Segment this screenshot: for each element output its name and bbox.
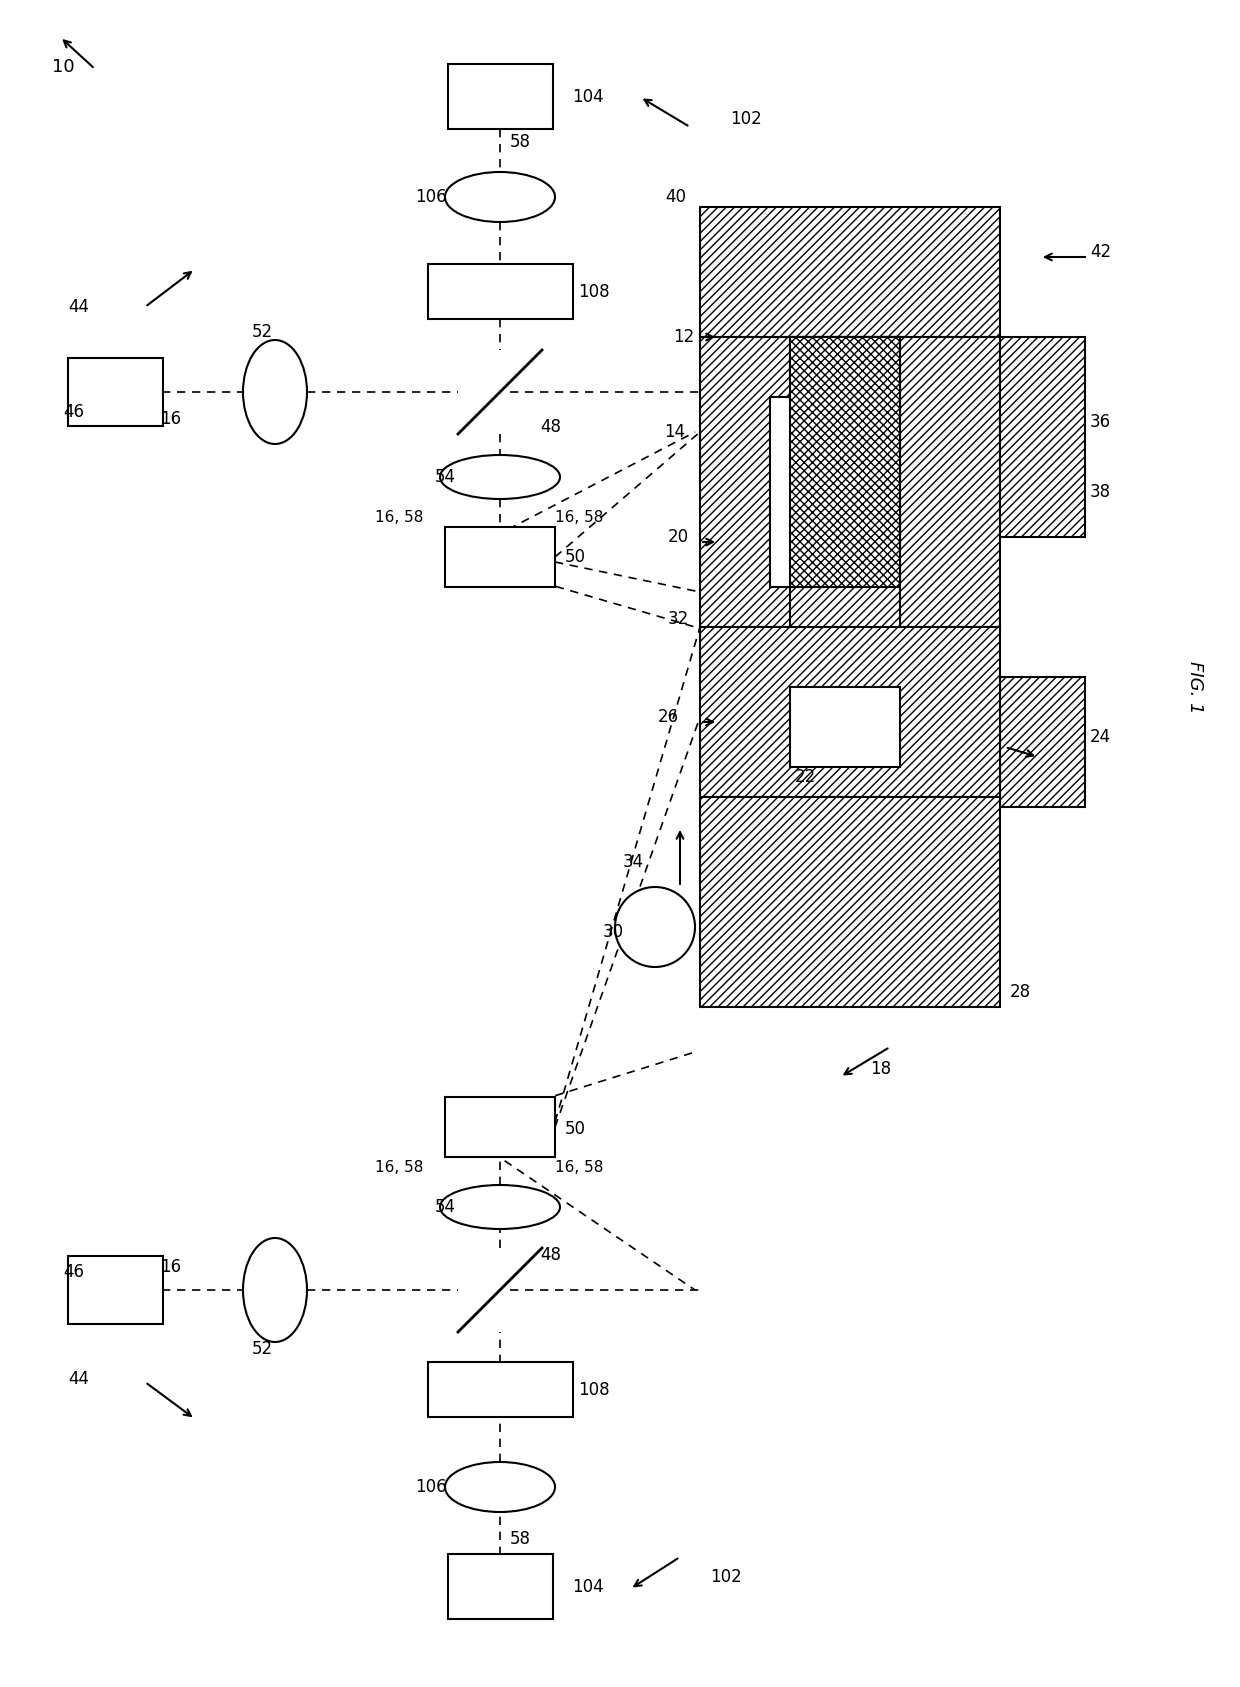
- Text: FIG. 1: FIG. 1: [1185, 661, 1204, 714]
- Ellipse shape: [243, 1238, 308, 1341]
- Text: 10: 10: [52, 57, 74, 76]
- Text: 26: 26: [658, 709, 680, 725]
- Text: 54: 54: [435, 467, 456, 486]
- Bar: [701, 796, 999, 1007]
- Text: 18: 18: [870, 1059, 892, 1078]
- Text: 16: 16: [160, 1259, 181, 1275]
- Text: 102: 102: [730, 110, 761, 128]
- Ellipse shape: [440, 455, 560, 499]
- Text: 16, 58: 16, 58: [556, 1159, 604, 1174]
- Text: 52: 52: [252, 1339, 273, 1358]
- Text: 28: 28: [1011, 984, 1032, 1000]
- Bar: [999, 337, 1085, 536]
- Text: 106: 106: [415, 1478, 446, 1496]
- Text: 58: 58: [510, 133, 531, 152]
- Circle shape: [615, 887, 694, 967]
- Text: 102: 102: [711, 1567, 742, 1586]
- Bar: [999, 676, 1085, 806]
- Text: 52: 52: [252, 322, 273, 341]
- Bar: [790, 337, 900, 796]
- Text: 16: 16: [160, 410, 181, 428]
- Text: 50: 50: [565, 548, 587, 567]
- Text: 104: 104: [572, 1577, 604, 1596]
- Bar: [428, 263, 573, 319]
- Ellipse shape: [445, 172, 556, 223]
- Text: 46: 46: [63, 403, 84, 422]
- Text: 104: 104: [572, 88, 604, 106]
- Text: 44: 44: [68, 299, 89, 315]
- Ellipse shape: [445, 1463, 556, 1512]
- Text: 22: 22: [795, 768, 816, 786]
- Bar: [770, 396, 890, 587]
- Text: 14: 14: [663, 423, 686, 440]
- Text: 46: 46: [63, 1264, 84, 1280]
- Bar: [701, 208, 999, 337]
- Bar: [701, 337, 999, 628]
- Text: 108: 108: [578, 1382, 610, 1399]
- Bar: [428, 1361, 573, 1417]
- Text: 34: 34: [622, 854, 644, 870]
- Text: 50: 50: [565, 1120, 587, 1139]
- Text: 42: 42: [1090, 243, 1111, 261]
- Text: 108: 108: [578, 283, 610, 300]
- Bar: [448, 1554, 553, 1620]
- Text: 36: 36: [1090, 413, 1111, 430]
- Text: 16, 58: 16, 58: [374, 509, 423, 525]
- Text: 48: 48: [539, 1247, 560, 1264]
- Bar: [790, 687, 900, 768]
- Text: 44: 44: [68, 1370, 89, 1388]
- Text: 38: 38: [1090, 482, 1111, 501]
- Text: 54: 54: [435, 1198, 456, 1216]
- Text: 16, 58: 16, 58: [556, 509, 604, 525]
- Bar: [445, 1097, 556, 1157]
- Bar: [701, 628, 999, 796]
- Text: 58: 58: [510, 1530, 531, 1549]
- Text: 106: 106: [415, 187, 446, 206]
- Bar: [448, 64, 553, 128]
- Text: 16, 58: 16, 58: [374, 1159, 423, 1174]
- Ellipse shape: [440, 1184, 560, 1230]
- Text: 30: 30: [603, 923, 624, 941]
- Text: 40: 40: [665, 187, 686, 206]
- Bar: [445, 526, 556, 587]
- Bar: [790, 337, 900, 587]
- Bar: [68, 358, 162, 427]
- Text: 48: 48: [539, 418, 560, 435]
- Text: 12: 12: [673, 327, 694, 346]
- Text: 24: 24: [1090, 729, 1111, 746]
- Ellipse shape: [243, 341, 308, 444]
- Text: 20: 20: [668, 528, 689, 547]
- Text: 32: 32: [668, 611, 689, 628]
- Bar: [68, 1257, 162, 1324]
